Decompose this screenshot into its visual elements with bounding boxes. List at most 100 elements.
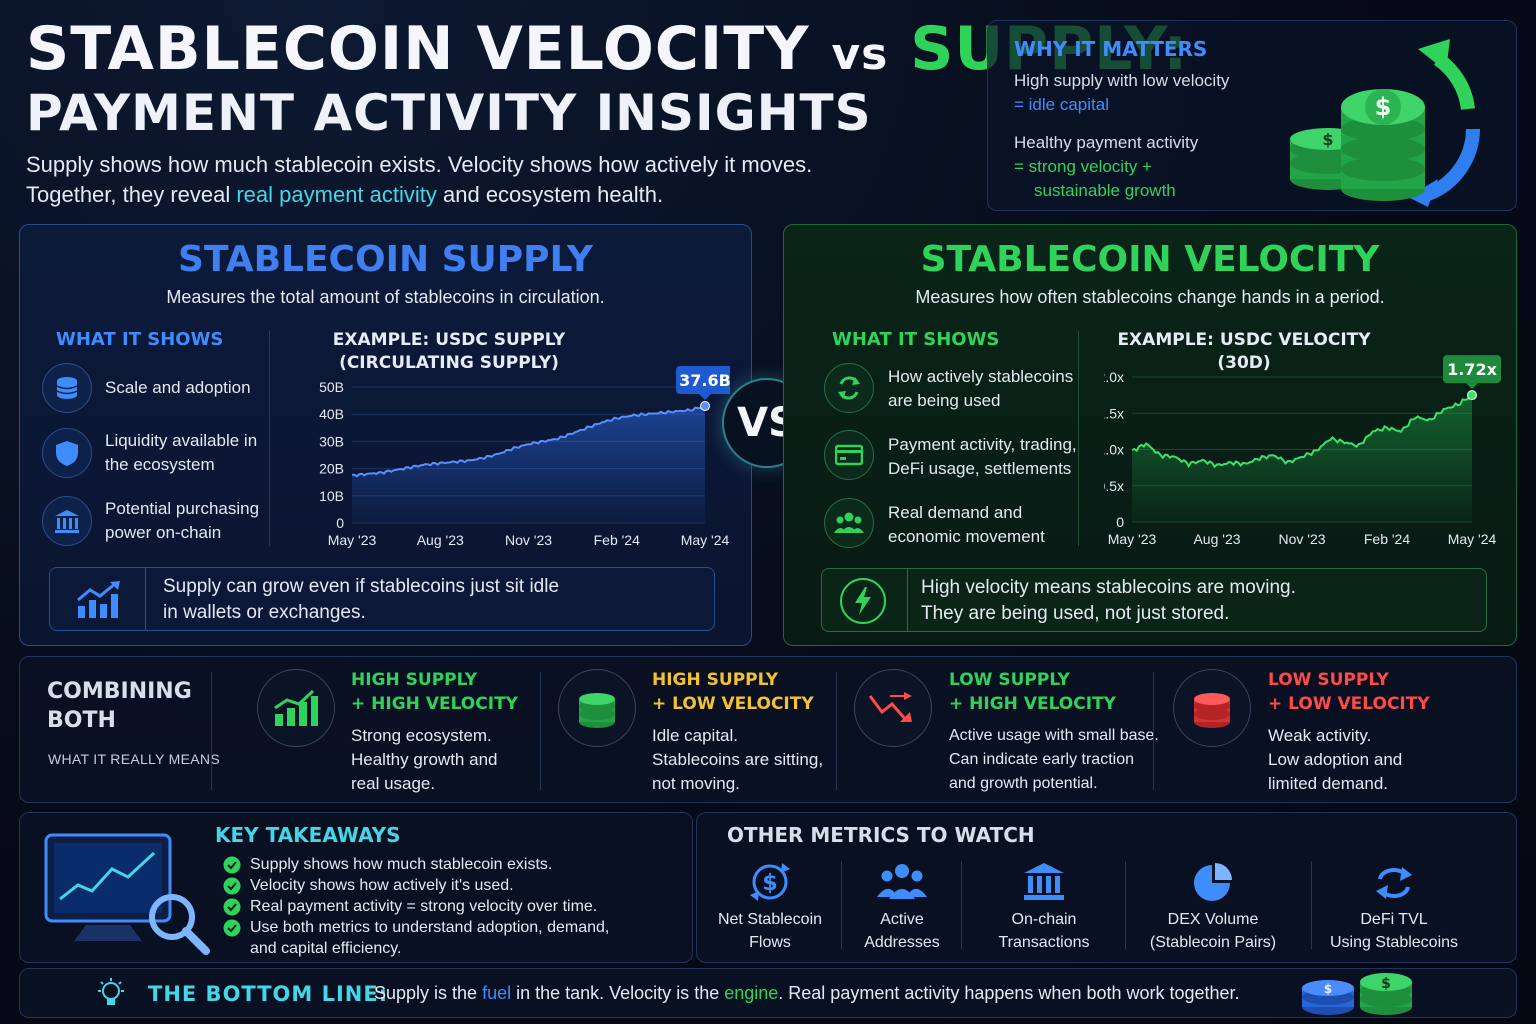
growth-bars-icon — [77, 581, 120, 618]
supply-subtitle: Measures the total amount of stablecoins… — [166, 287, 605, 307]
key-takeaways-section: KEY TAKEAWAYS Supply shows how much stab… — [19, 812, 693, 963]
combine-divider-0 — [211, 672, 212, 790]
payment-card-icon — [824, 430, 874, 480]
series-line — [1131, 394, 1473, 469]
combo-2-text: Idle capital. Stablecoins are sitting, n… — [652, 724, 823, 796]
decline-chart-icon — [854, 669, 932, 747]
why-line-3: Healthy payment activity — [1014, 133, 1199, 152]
growth-chart-icon — [257, 669, 335, 747]
metric-active-addresses-l2: Addresses — [864, 934, 940, 951]
other-metrics-section: OTHER METRICS TO WATCH $ Net Stablecoin … — [696, 812, 1517, 963]
y-tick-label: 40B — [319, 406, 344, 422]
supply-feature-purchasing-l2: power on-chain — [105, 523, 222, 542]
supply-example-line-2: (CIRCULATING SUPPLY) — [339, 353, 559, 373]
x-tick-label: Feb '24 — [1364, 531, 1410, 547]
intro-text: Supply shows how much stablecoin exists.… — [26, 150, 886, 210]
why-title: WHY IT MATTERS — [1014, 37, 1208, 61]
intro-line-1: Supply shows how much stablecoin exists.… — [26, 152, 813, 177]
combine-subtitle: WHAT IT REALLY MEANS — [48, 751, 220, 767]
svg-text:$: $ — [1381, 976, 1391, 992]
metric-active-addresses-l1: Active — [880, 911, 924, 928]
velocity-chart: 0 0.5x 1.0x 1.5x 2.0x May '23 Aug '23 Nov '23 Fe… — [1104, 355, 1501, 547]
velocity-example-title: EXAMPLE: USDC VELOCITY (30D) — [1117, 330, 1371, 373]
combine-title-l2: BOTH — [47, 708, 116, 733]
bottom-post: . Real payment activity happens when bot… — [778, 983, 1240, 1003]
why-line-1: High supply with low velocity — [1014, 71, 1230, 90]
metric-net-flows: $ Net Stablecoin Flows — [707, 861, 833, 954]
swap-icon — [1376, 867, 1412, 899]
metric-divider-2 — [961, 861, 962, 949]
takeaway-item: Velocity shows how actively it's used. — [223, 875, 609, 896]
check-icon — [223, 856, 241, 874]
value-badge-label: 37.6B — [679, 371, 730, 390]
red-coin-stack-icon — [1173, 669, 1251, 747]
people-icon — [877, 864, 927, 899]
supply-callout-line-2: in wallets or exchanges. — [163, 602, 366, 623]
supply-chart: 0 10B 20B 30B 40B 50B May '23 Aug '23 Nov '23 Feb… — [319, 366, 730, 548]
shield-icon — [42, 428, 92, 478]
combo-3-text: Active usage with small base. Can indica… — [949, 724, 1159, 796]
metric-defi-tvl: DeFi TVL Using Stablecoins — [1317, 861, 1471, 954]
supply-callout: Supply can grow even if stablecoins just… — [49, 567, 715, 631]
lightbulb-icon — [98, 978, 124, 1005]
last-point — [700, 401, 710, 412]
velocity-feature-active: How actively stablecoins are being used — [888, 365, 1073, 413]
velocity-callout-line-2: They are being used, not just stored. — [921, 603, 1230, 624]
metric-divider-1 — [841, 861, 842, 949]
intro-line-2-pre: Together, they reveal — [26, 182, 237, 207]
y-tick-label: 1.0x — [1104, 442, 1124, 458]
check-icon — [223, 877, 241, 895]
coins-icon: $ $ — [1302, 973, 1412, 1015]
metric-onchain-tx-l2: Transactions — [998, 934, 1090, 951]
people-icon — [824, 498, 874, 548]
metric-dex-volume: DEX Volume (Stablecoin Pairs) — [1129, 861, 1297, 954]
subtitle: PAYMENT ACTIVITY INSIGHTS — [26, 84, 872, 142]
metric-divider-3 — [1125, 861, 1126, 949]
lightning-icon — [840, 578, 886, 624]
svg-text:$: $ — [1375, 93, 1392, 121]
svg-text:$: $ — [762, 871, 777, 896]
velocity-feature-payment-l1: Payment activity, trading, — [888, 435, 1077, 454]
svg-text:$: $ — [1322, 130, 1333, 149]
combo-3-title: LOW SUPPLY + HIGH VELOCITY — [949, 668, 1116, 716]
takeaways-list: Supply shows how much stablecoin exists.… — [223, 854, 609, 959]
combo-2-title-l2: + LOW VELOCITY — [652, 694, 814, 714]
combo-4-text: Weak activity. Low adoption and limited … — [1268, 724, 1402, 796]
series-line — [351, 405, 706, 478]
supply-example-line-1: EXAMPLE: USDC SUPPLY — [332, 330, 566, 350]
value-badge — [1443, 355, 1501, 384]
bottom-line-bar: THE BOTTOM LINE: Supply is the fuel in t… — [19, 968, 1517, 1018]
intro-line-2-post: and ecosystem health. — [436, 182, 664, 207]
combo-2-title: HIGH SUPPLY + LOW VELOCITY — [652, 668, 814, 716]
combo-3-title-l1: LOW SUPPLY — [949, 670, 1070, 690]
velocity-panel: STABLECOIN VELOCITY Measures how often s… — [783, 224, 1517, 646]
series-area — [1132, 395, 1472, 522]
x-tick-label: Nov '23 — [1278, 531, 1325, 547]
velocity-what-label: WHAT IT SHOWS — [832, 329, 1000, 350]
intro-highlight: real payment activity — [236, 182, 437, 207]
supply-callout-line-1: Supply can grow even if stablecoins just… — [163, 576, 560, 597]
combo-3-title-l2: + HIGH VELOCITY — [949, 694, 1116, 714]
bottom-engine: engine — [724, 983, 779, 1003]
velocity-feature-active-l2: are being used — [888, 391, 1001, 410]
supply-feature-liquidity-l2: the ecosystem — [105, 455, 215, 474]
x-tick-label: Aug '23 — [417, 532, 464, 548]
takeaway-text-3: Real payment activity = strong velocity … — [250, 898, 598, 915]
supply-feature-purchasing-l1: Potential purchasing — [105, 499, 260, 518]
combine-title: COMBINING BOTH — [47, 677, 192, 735]
title-vs: vs — [831, 29, 889, 80]
combo-1-title-l2: + HIGH VELOCITY — [351, 694, 518, 714]
supply-feature-liquidity-l1: Liquidity available in — [105, 431, 258, 450]
pie-chart-icon — [1194, 863, 1232, 901]
velocity-divider — [1078, 331, 1079, 546]
y-tick-label: 10B — [319, 488, 344, 504]
x-tick-label: May '24 — [1448, 531, 1497, 547]
takeaway-text-1: Supply shows how much stablecoin exists. — [250, 856, 553, 873]
combine-divider-2 — [836, 672, 837, 790]
bottom-pre: Supply is the — [374, 983, 483, 1003]
metric-defi-tvl-l1: DeFi TVL — [1360, 911, 1428, 928]
combo-4-title: LOW SUPPLY + LOW VELOCITY — [1268, 668, 1430, 716]
combo-3-text-l3: and growth potential. — [949, 775, 1098, 792]
why-it-matters-box: WHY IT MATTERS High supply with low velo… — [987, 20, 1517, 211]
combo-4-title-l2: + LOW VELOCITY — [1268, 694, 1430, 714]
